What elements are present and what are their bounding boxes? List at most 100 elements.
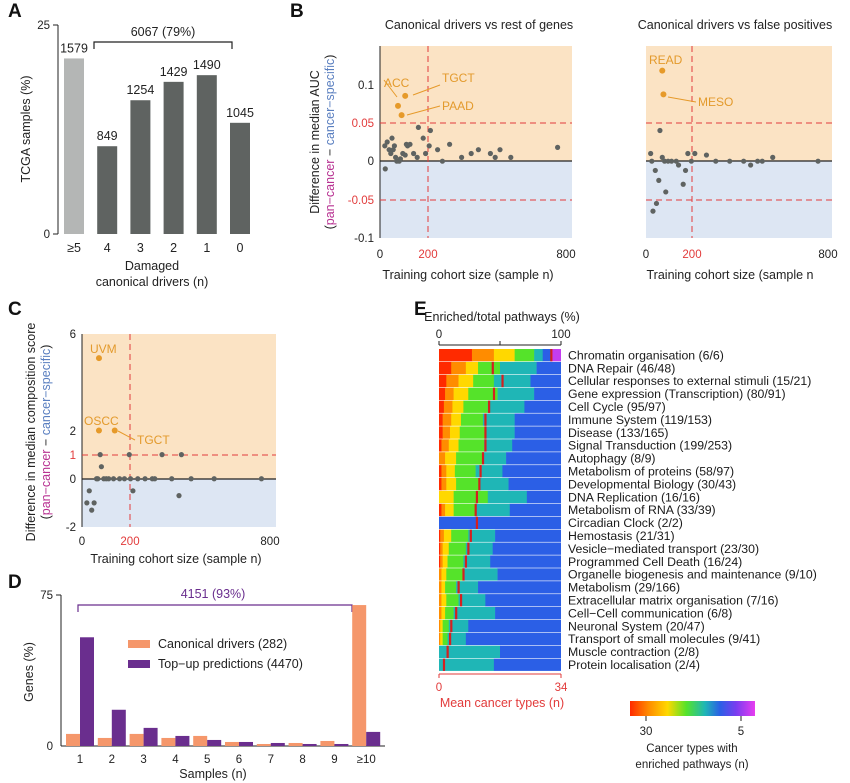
panel-b2-highlight-point-1 [660, 91, 667, 98]
panel-e-row-7-segment-1 [441, 439, 450, 452]
panel-e-row-14-segment-0 [439, 529, 441, 542]
panel-b1-xtick-0: 0 [377, 249, 383, 261]
panel-e-row-14-segment-2 [443, 529, 452, 542]
panel-b1-point-19 [415, 124, 421, 131]
panel-b1-point-26 [447, 141, 453, 147]
panel-a-xtick-3: 2 [170, 241, 177, 255]
panel-e-row-9-segment-0 [439, 465, 442, 478]
panel-e-row-15-segment-1 [440, 542, 443, 555]
panel-d-xtick-5: 6 [236, 754, 242, 766]
panel-e-row-4-segment-2 [452, 400, 464, 413]
panel-e-row-20-mean-marker [455, 607, 458, 620]
panel-e-row-4-segment-1 [443, 400, 453, 413]
panel-a-bar-2 [130, 100, 151, 235]
panel-e-bottom-ticklabel-0: 0 [436, 682, 442, 694]
panel-c-point-10 [106, 476, 112, 482]
panel-e-row-label-12: Metabolism of RNA (33/39) [568, 503, 716, 517]
panel-b1-point-23 [427, 127, 433, 134]
panel-e-row-12-mean-marker [474, 503, 477, 517]
panel-e-row-3-segment-2 [453, 387, 469, 400]
panel-e-row-1-segment-5 [536, 361, 561, 375]
panel-e-row-9-segment-2 [446, 465, 456, 478]
panel-e-row-23-mean-marker [446, 645, 449, 658]
panel-d-bar-0-1 [97, 737, 112, 746]
panel-c-point-22 [169, 476, 175, 482]
panel-e-row-1-segment-3 [478, 361, 501, 375]
panel-e-row-6-segment-2 [449, 426, 461, 439]
panel-e-row-13-segment-5 [439, 516, 561, 529]
panel-e-row-21-mean-marker [450, 619, 453, 633]
panel-b2-point-21 [727, 158, 733, 164]
panel-a-ylabel: TCGA samples (%) [19, 76, 33, 183]
panel-e-row-label-14: Hemostasis (21/31) [568, 529, 675, 543]
panel-e-row-17-segment-1 [439, 568, 442, 581]
panel-e-row-label-6: Disease (133/165) [568, 426, 668, 440]
panel-e-row-label-2: Cellular responses to external stimuli (… [568, 374, 811, 388]
panel-e-row-1-mean-marker [491, 361, 494, 375]
panel-a-xtick-0: ≥5 [67, 241, 81, 255]
panel-d-bar-0-8 [320, 740, 335, 746]
panel-b2-xtick-800: 800 [818, 249, 837, 261]
panel-b1-point-13 [402, 152, 408, 158]
panel-e-row-7-segment-3 [458, 439, 485, 452]
panel-e-row-7-segment-5 [512, 439, 561, 452]
panel-e-row-2-segment-1 [446, 374, 459, 388]
panel-d-bar-1-6 [270, 742, 285, 746]
panel-e-row-21-segment-4 [448, 619, 469, 633]
panel-b1-ytick-0.1: 0.1 [358, 80, 374, 92]
panel-d-xlabel: Samples (n) [179, 767, 246, 781]
panel-d-xtick-7: 8 [299, 754, 305, 766]
panel-e-row-12-segment-1 [441, 503, 446, 517]
panel-e-row-8-segment-1 [439, 452, 446, 465]
panel-a-bar-label-1: 849 [97, 129, 118, 143]
panel-e-row-15-segment-0 [439, 542, 441, 555]
panel-e-row-5-segment-2 [451, 413, 462, 426]
panel-d-bar-0-4 [193, 735, 208, 746]
panel-b2-point-22 [741, 158, 747, 164]
panel-e-row-16-segment-3 [447, 555, 464, 568]
panel-b1-point-18 [414, 154, 420, 160]
panel-c-ytick-6: 6 [70, 329, 76, 341]
panel-e-row-13-mean-marker [475, 516, 479, 529]
panel-b2-point-12 [673, 158, 679, 164]
panel-d-ylabel: Genes (%) [22, 642, 36, 702]
panel-e-row-7-segment-2 [448, 439, 459, 452]
panel-e-row-2-mean-marker [501, 374, 504, 388]
panel-e-row-2-segment-5 [530, 374, 561, 388]
panel-b1-xtick-800: 800 [556, 249, 575, 261]
panel-c-point-21 [159, 452, 165, 458]
panel-a-xtick-4: 1 [203, 241, 210, 255]
panel-d-xtick-4: 5 [204, 754, 210, 766]
panel-e-row-22-segment-1 [439, 632, 441, 646]
panel-e-row-17-mean-marker [462, 568, 465, 581]
panel-e-row-1-segment-1 [451, 361, 467, 375]
panel-label-a: A [8, 1, 22, 22]
panel-a-bar-3 [163, 81, 184, 235]
panel-b1-point-5 [389, 135, 395, 141]
panel-e-row-20-segment-4 [453, 607, 496, 620]
panel-e-row-16-segment-1 [440, 555, 443, 568]
panel-b1-point-32 [497, 147, 503, 153]
panel-e-row-14-segment-1 [440, 529, 445, 542]
panel-b2-positive-region [646, 46, 832, 161]
panel-e-row-18-segment-5 [478, 581, 561, 594]
panel-e-row-14-segment-4 [468, 529, 496, 542]
panel-c-ytick-2: 2 [70, 426, 76, 438]
panel-b2-point-27 [815, 158, 821, 164]
panel-e-top-axis-label: Enriched/total pathways (%) [424, 310, 580, 324]
panel-e-row-24-mean-marker [442, 658, 446, 671]
panel-c-label-uvm: UVM [90, 342, 117, 356]
panel-e-row-3-segment-1 [445, 387, 454, 400]
panel-e-row-label-15: Vesicle−mediated transport (23/30) [568, 542, 759, 556]
panel-e-row-label-22: Transport of small molecules (9/41) [568, 632, 760, 646]
panel-a-ytick-label-0: 0 [44, 229, 50, 241]
panel-e-row-10-segment-0 [439, 478, 442, 491]
panel-c-point-26 [211, 476, 217, 482]
panel-e-row-16-segment-4 [463, 555, 491, 568]
panel-b2-xtick-200: 200 [682, 249, 701, 261]
panel-b2-point-6 [657, 127, 663, 134]
panel-b1-point-16 [407, 141, 413, 147]
panel-e-row-7-segment-0 [439, 439, 442, 452]
panel-d-bar-0-3 [161, 737, 176, 746]
panel-e-row-5-mean-marker [484, 413, 487, 426]
